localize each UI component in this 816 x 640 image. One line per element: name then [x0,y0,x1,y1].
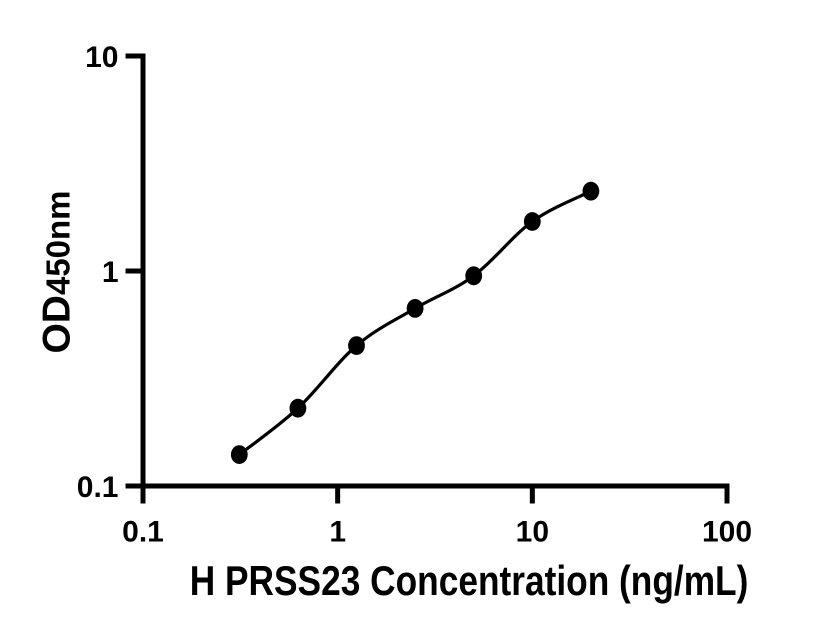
data-point [523,212,541,231]
x-axis-title: H PRSS23 Concentration (ng/mL) [189,557,749,604]
data-point [230,445,248,464]
y-tick-label: 0.1 [77,471,119,504]
x-tick-label: 0.1 [122,516,164,549]
fit-line [238,189,592,456]
x-tick-label: 10 [516,516,549,549]
y-axis-title-sub: 450nm [39,190,77,296]
data-point [348,336,365,355]
data-point [582,181,600,201]
data-point [406,299,424,318]
y-tick-label: 10 [85,41,118,74]
y-tick-label: 1 [102,256,119,289]
x-tick-label: 100 [702,516,752,549]
y-axis-title: OD450nm [35,190,79,354]
x-tick-label: 1 [329,516,346,549]
data-point [465,266,483,286]
y-axis-title-main: OD [35,295,79,354]
data-point [289,398,307,418]
